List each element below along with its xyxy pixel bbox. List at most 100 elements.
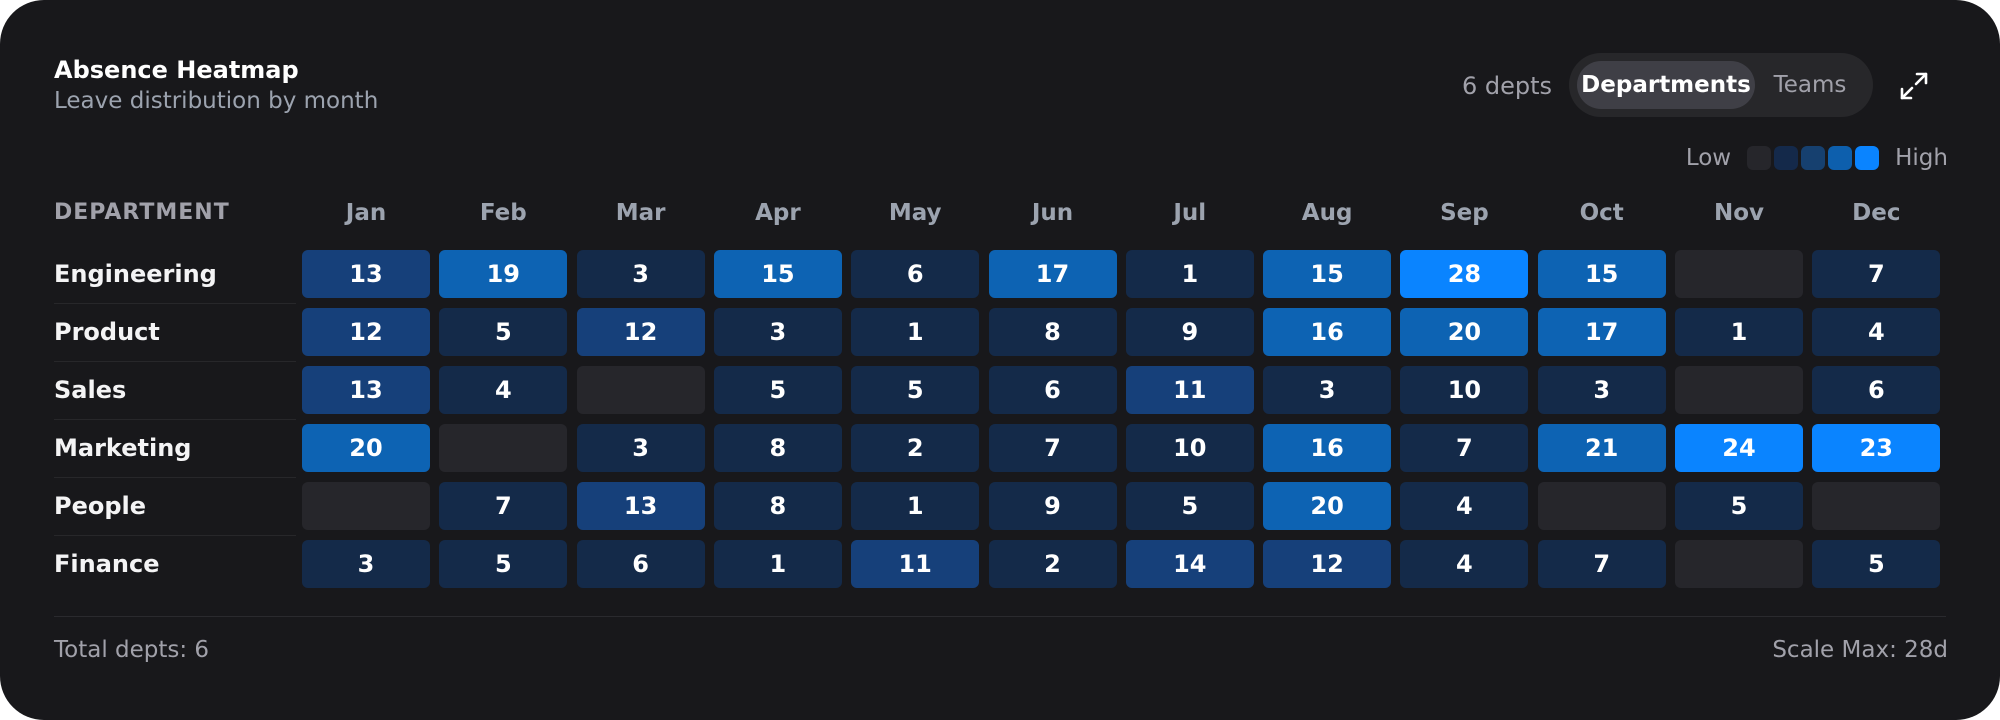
heatmap-cell[interactable]: 3	[1263, 366, 1392, 414]
heatmap-cell[interactable]: 3	[576, 424, 705, 472]
heatmap-cell[interactable]: 24	[1675, 424, 1803, 472]
heatmap-cell[interactable]: 23	[1812, 424, 1941, 472]
row-label: Engineering	[54, 260, 217, 288]
heatmap-cell[interactable]	[1537, 482, 1666, 530]
month-header: Jan	[345, 200, 387, 226]
heatmap-cell[interactable]: 4	[1812, 308, 1941, 356]
footer-scale-max: Scale Max: 28d	[1772, 637, 1948, 663]
heatmap-cell[interactable]: 19	[439, 250, 568, 298]
heatmap-cell[interactable]: 15	[713, 250, 842, 298]
legend-swatches	[1747, 146, 1880, 170]
dept-count: 6 depts	[1461, 72, 1552, 100]
heatmap-cell[interactable]	[439, 424, 568, 472]
row-divider	[54, 419, 296, 420]
heatmap-cell[interactable]: 8	[713, 482, 842, 530]
heatmap-cell[interactable]: 8	[713, 424, 842, 472]
heatmap-cell[interactable]: 16	[1263, 424, 1392, 472]
heatmap-cell[interactable]: 6	[851, 250, 980, 298]
heatmap-cell[interactable]: 16	[1263, 308, 1392, 356]
heatmap-cell[interactable]: 20	[1263, 482, 1392, 530]
legend-swatch	[1801, 146, 1826, 170]
heatmap-cell[interactable]: 4	[439, 366, 568, 414]
heatmap-cell[interactable]: 6	[1812, 366, 1941, 414]
row-label: Marketing	[54, 434, 192, 462]
heatmap-cell[interactable]: 1	[851, 482, 980, 530]
heatmap-cell[interactable]: 3	[1537, 366, 1666, 414]
heatmap-cell[interactable]	[576, 366, 705, 414]
card-title: Absence Heatmap	[54, 56, 299, 84]
heatmap-cell[interactable]: 4	[1400, 540, 1529, 588]
card-subtitle: Leave distribution by month	[54, 88, 379, 114]
row-label: Sales	[54, 376, 127, 404]
heatmap-cell[interactable]: 21	[1537, 424, 1666, 472]
heatmap-cell[interactable]: 5	[1675, 482, 1803, 530]
month-header: Mar	[615, 200, 666, 226]
heatmap-cell[interactable]	[1812, 482, 1941, 530]
heatmap-cell[interactable]: 5	[851, 366, 980, 414]
heatmap-cell[interactable]: 6	[988, 366, 1117, 414]
heatmap-cell[interactable]: 15	[1537, 250, 1666, 298]
footer-divider	[54, 616, 1946, 617]
heatmap-cell[interactable]: 11	[1125, 366, 1254, 414]
heatmap-cell[interactable]: 5	[439, 540, 568, 588]
heatmap-cell[interactable]: 2	[851, 424, 980, 472]
toggle-departments[interactable]: Departments	[1577, 61, 1755, 109]
heatmap-cell[interactable]: 1	[713, 540, 842, 588]
heatmap-cell[interactable]: 10	[1125, 424, 1254, 472]
heatmap-cell[interactable]: 5	[439, 308, 568, 356]
heatmap-cell[interactable]: 3	[713, 308, 842, 356]
heatmap-cell[interactable]: 8	[988, 308, 1117, 356]
heatmap-cell[interactable]: 20	[1400, 308, 1529, 356]
heatmap-cell[interactable]: 17	[1537, 308, 1666, 356]
heatmap-cell[interactable]: 5	[1125, 482, 1254, 530]
row-divider	[54, 361, 296, 362]
heatmap-cell[interactable]: 5	[713, 366, 842, 414]
row-divider	[54, 303, 296, 304]
heatmap-cell[interactable]: 9	[988, 482, 1117, 530]
heatmap-cell[interactable]: 14	[1125, 540, 1254, 588]
month-header: Aug	[1301, 200, 1353, 226]
month-header: Nov	[1713, 200, 1765, 226]
heatmap-cell[interactable]: 12	[576, 308, 705, 356]
heatmap-cell[interactable]	[302, 482, 430, 530]
heatmap-cell[interactable]: 17	[988, 250, 1117, 298]
heatmap-cell[interactable]	[1675, 366, 1803, 414]
heatmap-cell[interactable]: 10	[1400, 366, 1529, 414]
heatmap-cell[interactable]: 2	[988, 540, 1117, 588]
heatmap-cell[interactable]: 12	[1263, 540, 1392, 588]
heatmap-cell[interactable]: 15	[1263, 250, 1392, 298]
heatmap-cell[interactable]	[1675, 540, 1803, 588]
toggle-teams[interactable]: Teams	[1773, 72, 1847, 98]
heatmap-cell[interactable]: 13	[302, 366, 430, 414]
heatmap-cell[interactable]: 13	[576, 482, 705, 530]
heatmap-cell[interactable]: 7	[988, 424, 1117, 472]
heatmap-cell[interactable]: 12	[302, 308, 430, 356]
month-header: Sep	[1440, 200, 1489, 226]
heatmap-cell[interactable]: 7	[439, 482, 568, 530]
heatmap-cell[interactable]: 4	[1400, 482, 1529, 530]
row-divider	[54, 535, 296, 536]
heatmap-cell[interactable]: 11	[851, 540, 980, 588]
month-header: Jul	[1173, 200, 1207, 226]
legend-swatch	[1747, 146, 1772, 170]
heatmap-cell[interactable]: 5	[1812, 540, 1941, 588]
heatmap-cell[interactable]: 7	[1537, 540, 1666, 588]
heatmap-cell[interactable]: 3	[576, 250, 705, 298]
heatmap-cell[interactable]: 20	[302, 424, 430, 472]
heatmap-cell[interactable]: 9	[1125, 308, 1254, 356]
heatmap-cell[interactable]: 7	[1400, 424, 1529, 472]
heatmap-cell[interactable]: 1	[851, 308, 980, 356]
heatmap-cell[interactable]: 3	[302, 540, 430, 588]
row-label: People	[54, 492, 147, 520]
heatmap-cell[interactable]: 1	[1675, 308, 1803, 356]
heatmap-cell[interactable]: 7	[1812, 250, 1941, 298]
month-header: Feb	[479, 200, 527, 226]
heatmap-cell[interactable]: 13	[302, 250, 430, 298]
heatmap-cell[interactable]: 28	[1400, 250, 1529, 298]
legend-swatch	[1774, 146, 1799, 170]
expand-icon[interactable]	[1896, 68, 1932, 104]
heatmap-cell[interactable]	[1675, 250, 1803, 298]
heatmap-cell[interactable]: 6	[576, 540, 705, 588]
heatmap-cell[interactable]: 1	[1125, 250, 1254, 298]
